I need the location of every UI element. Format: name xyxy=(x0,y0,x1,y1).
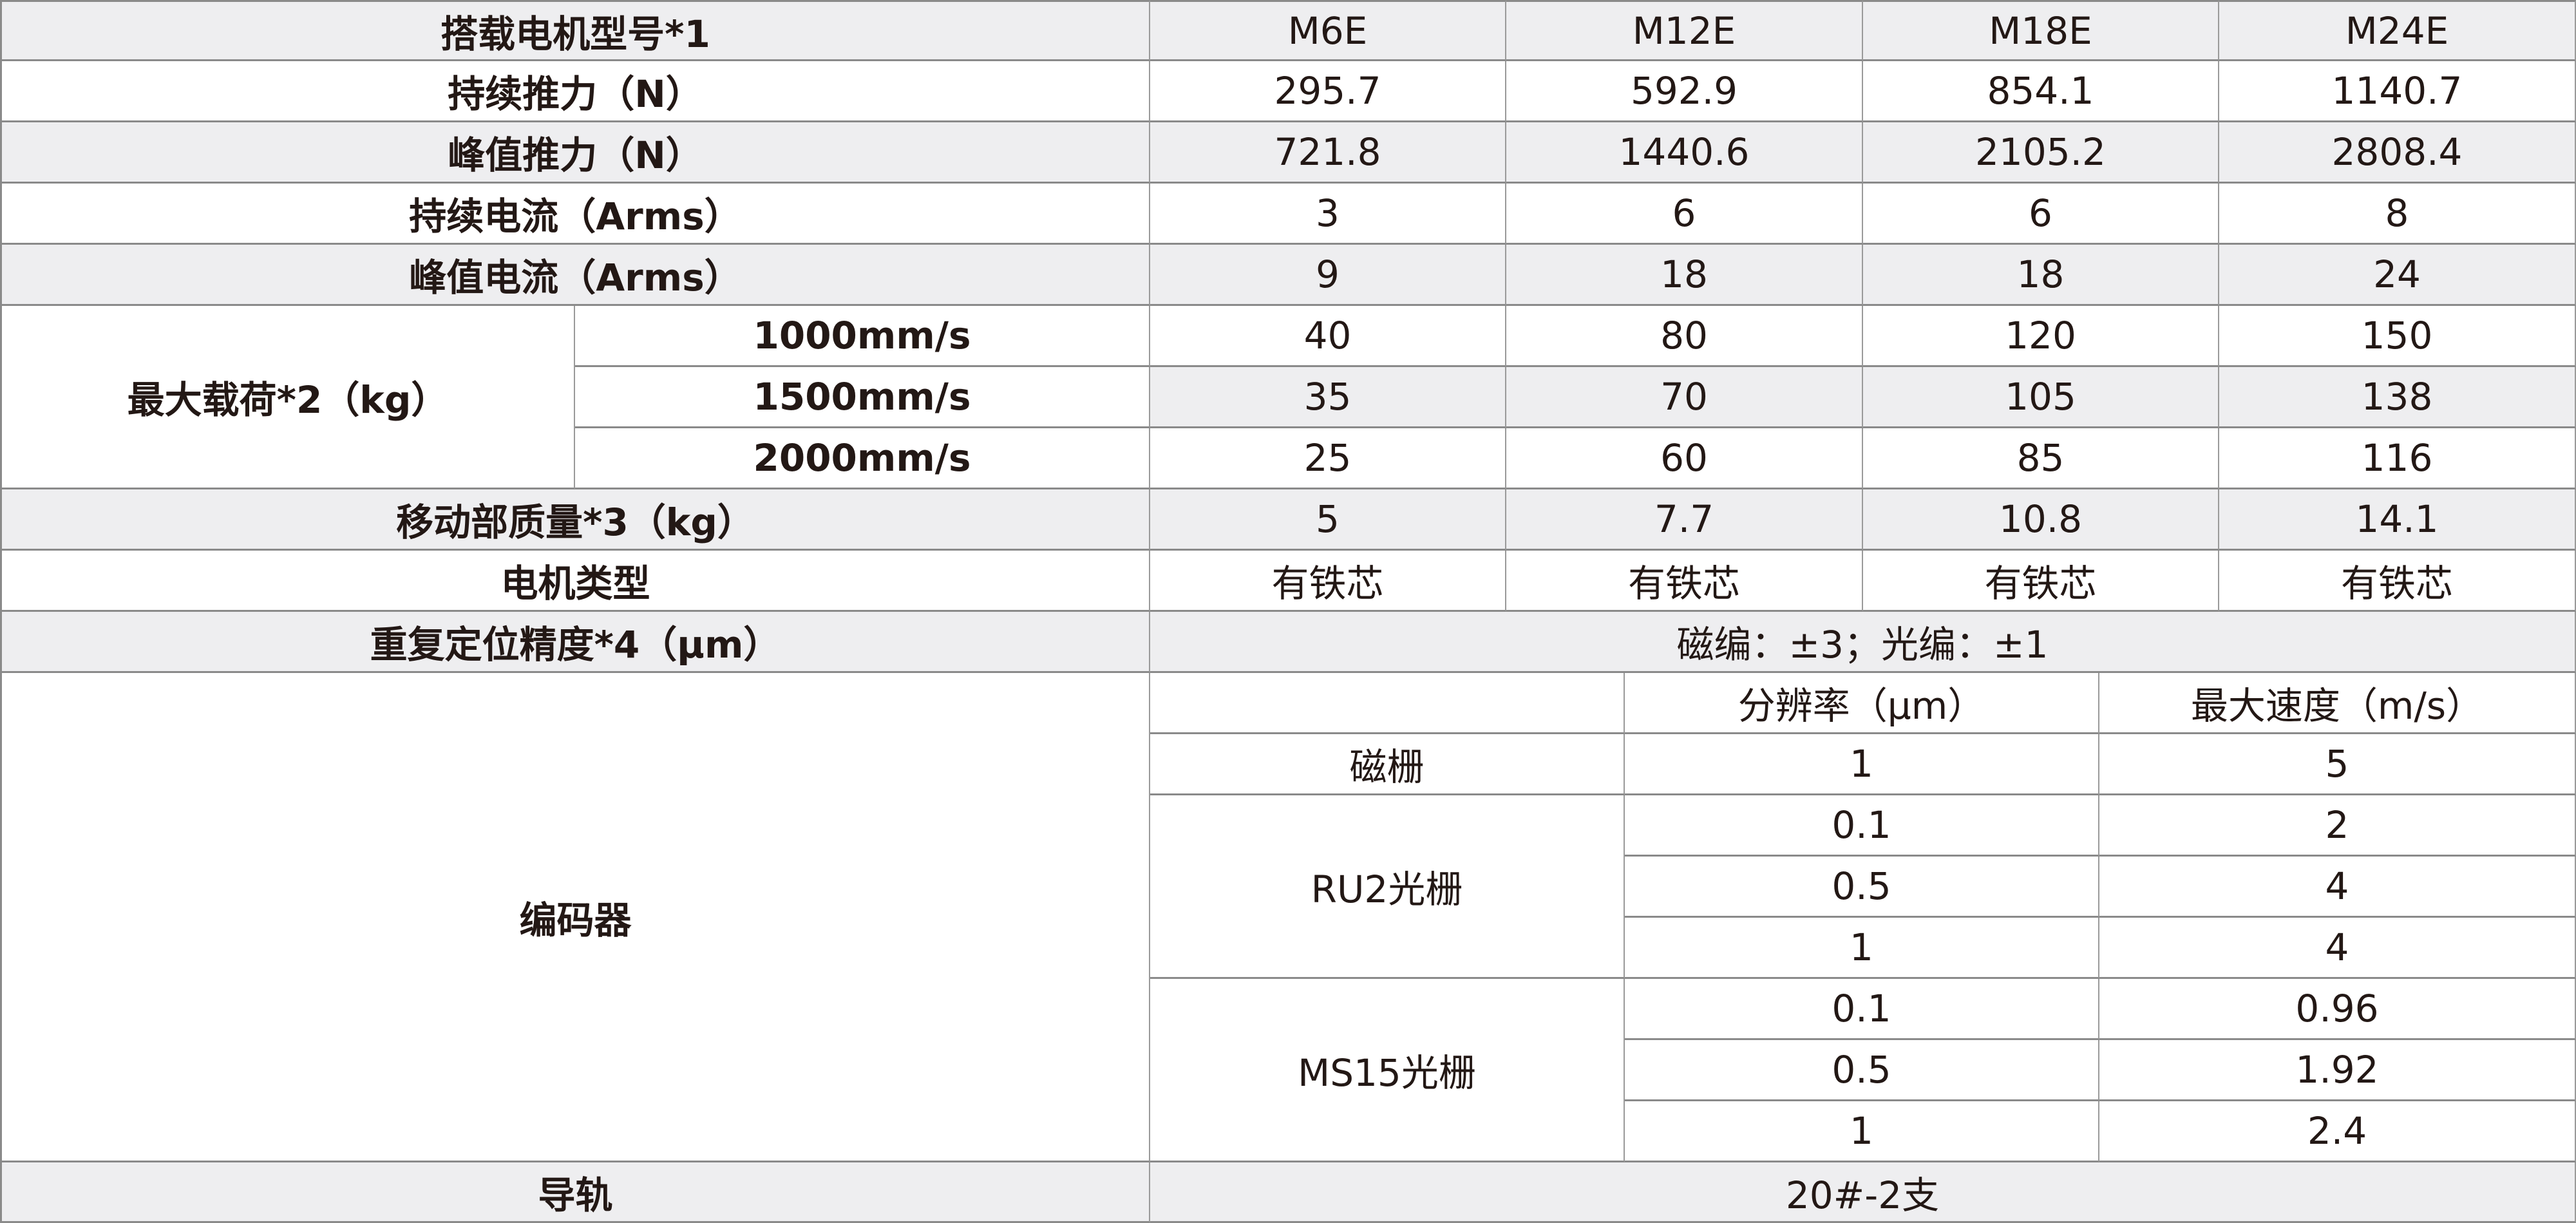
encoder-type: MS15光栅 xyxy=(1150,979,1625,1162)
value-cell: 80 xyxy=(1506,306,1863,367)
encoder-max-speed: 2 xyxy=(2099,795,2576,857)
encoder-column-header: 分辨率（μm） xyxy=(1625,673,2099,734)
value-cell: 有铁芯 xyxy=(1506,551,1863,612)
value-cell: 3 xyxy=(1150,184,1506,245)
value-cell: 20#-2支 xyxy=(1150,1162,2576,1223)
encoder-max-speed: 5 xyxy=(2099,734,2576,795)
row-label: 最大载荷*2（kg） xyxy=(0,306,575,489)
row-label: 持续电流（Arms） xyxy=(0,184,1150,245)
row-label: 编码器 xyxy=(0,673,1150,1162)
encoder-type: RU2光栅 xyxy=(1150,795,1625,979)
speed-label: 1500mm/s xyxy=(575,367,1150,428)
encoder-resolution: 0.5 xyxy=(1625,857,2099,918)
row-label: 持续推力（N） xyxy=(0,61,1150,122)
row-label: 峰值推力（N） xyxy=(0,122,1150,184)
value-cell: 有铁芯 xyxy=(1863,551,2219,612)
value-cell: 有铁芯 xyxy=(1150,551,1506,612)
value-cell: 14.1 xyxy=(2219,489,2576,551)
value-cell: 116 xyxy=(2219,428,2576,489)
value-cell: 70 xyxy=(1506,367,1863,428)
value-cell: 18 xyxy=(1506,245,1863,306)
value-cell: 18 xyxy=(1863,245,2219,306)
model-header: M12E xyxy=(1506,0,1863,61)
model-header: M24E xyxy=(2219,0,2576,61)
encoder-max-speed: 2.4 xyxy=(2099,1101,2576,1162)
value-cell: 120 xyxy=(1863,306,2219,367)
value-cell: 25 xyxy=(1150,428,1506,489)
encoder-corner xyxy=(1150,673,1625,734)
value-cell: 721.8 xyxy=(1150,122,1506,184)
value-cell: 7.7 xyxy=(1506,489,1863,551)
encoder-resolution: 1 xyxy=(1625,1101,2099,1162)
encoder-max-speed: 4 xyxy=(2099,857,2576,918)
speed-label: 1000mm/s xyxy=(575,306,1150,367)
value-cell: 40 xyxy=(1150,306,1506,367)
value-cell: 592.9 xyxy=(1506,61,1863,122)
row-label: 搭载电机型号*1 xyxy=(0,0,1150,61)
row-label: 电机类型 xyxy=(0,551,1150,612)
value-cell: 1140.7 xyxy=(2219,61,2576,122)
value-cell: 295.7 xyxy=(1150,61,1506,122)
encoder-resolution: 1 xyxy=(1625,918,2099,979)
value-cell: 2808.4 xyxy=(2219,122,2576,184)
value-cell: 6 xyxy=(1863,184,2219,245)
encoder-max-speed: 0.96 xyxy=(2099,979,2576,1040)
row-label: 移动部质量*3（kg） xyxy=(0,489,1150,551)
encoder-max-speed: 1.92 xyxy=(2099,1040,2576,1101)
encoder-resolution: 1 xyxy=(1625,734,2099,795)
row-label: 峰值电流（Arms） xyxy=(0,245,1150,306)
value-cell: 10.8 xyxy=(1863,489,2219,551)
value-cell: 150 xyxy=(2219,306,2576,367)
value-cell: 85 xyxy=(1863,428,2219,489)
value-cell: 有铁芯 xyxy=(2219,551,2576,612)
encoder-max-speed: 4 xyxy=(2099,918,2576,979)
value-cell: 105 xyxy=(1863,367,2219,428)
value-cell: 35 xyxy=(1150,367,1506,428)
row-label: 重复定位精度*4（μm） xyxy=(0,612,1150,673)
row-label: 导轨 xyxy=(0,1162,1150,1223)
model-header: M18E xyxy=(1863,0,2219,61)
value-cell: 854.1 xyxy=(1863,61,2219,122)
encoder-resolution: 0.5 xyxy=(1625,1040,2099,1101)
value-cell: 5 xyxy=(1150,489,1506,551)
model-header: M6E xyxy=(1150,0,1506,61)
value-cell: 24 xyxy=(2219,245,2576,306)
value-cell: 1440.6 xyxy=(1506,122,1863,184)
encoder-resolution: 0.1 xyxy=(1625,979,2099,1040)
value-cell: 磁编：±3；光编：±1 xyxy=(1150,612,2576,673)
value-cell: 9 xyxy=(1150,245,1506,306)
value-cell: 2105.2 xyxy=(1863,122,2219,184)
value-cell: 8 xyxy=(2219,184,2576,245)
value-cell: 6 xyxy=(1506,184,1863,245)
value-cell: 60 xyxy=(1506,428,1863,489)
encoder-resolution: 0.1 xyxy=(1625,795,2099,857)
speed-label: 2000mm/s xyxy=(575,428,1150,489)
encoder-type: 磁栅 xyxy=(1150,734,1625,795)
value-cell: 138 xyxy=(2219,367,2576,428)
encoder-column-header: 最大速度（m/s） xyxy=(2099,673,2576,734)
